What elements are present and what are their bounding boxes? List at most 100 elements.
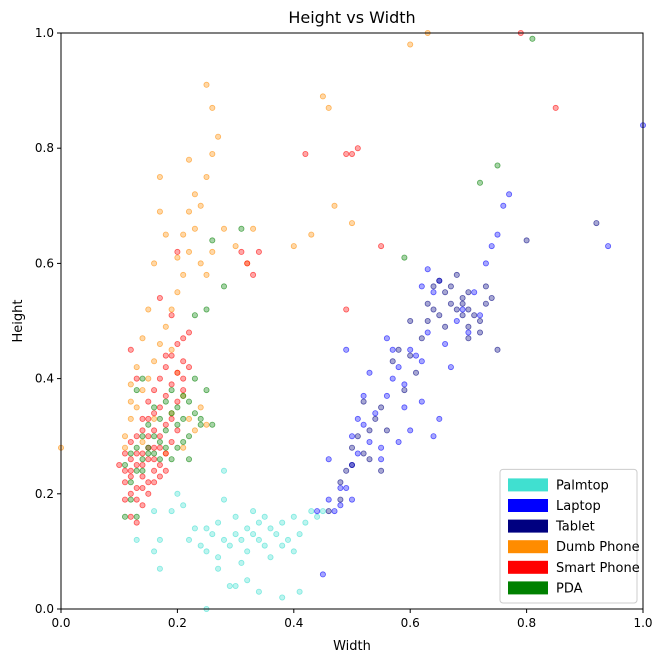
data-point <box>162 421 169 428</box>
data-point <box>139 461 146 468</box>
data-point <box>250 225 257 232</box>
data-point <box>215 519 222 526</box>
data-point <box>203 271 210 278</box>
data-point <box>442 323 449 330</box>
data-point <box>197 202 204 209</box>
data-point <box>191 410 198 417</box>
data-point <box>284 536 291 543</box>
data-point <box>162 444 169 451</box>
data-point <box>337 484 344 491</box>
data-point <box>325 456 332 463</box>
data-point <box>232 531 239 538</box>
legend: Palmtop Laptop Tablet Dumb Phone Smart Phone… <box>499 468 640 604</box>
data-point <box>156 473 163 480</box>
data-point <box>436 312 443 319</box>
data-point <box>197 260 204 267</box>
data-point <box>244 525 251 532</box>
data-point <box>279 519 286 526</box>
data-point <box>174 254 181 261</box>
data-point <box>133 467 140 474</box>
data-point <box>360 398 367 405</box>
data-point <box>151 450 158 457</box>
points-layer <box>58 29 647 613</box>
legend-swatch <box>508 581 548 595</box>
data-point <box>593 220 600 227</box>
data-point <box>209 531 216 538</box>
data-point <box>197 415 204 422</box>
data-point <box>145 450 152 457</box>
data-point <box>156 294 163 301</box>
data-point <box>191 375 198 382</box>
data-point <box>174 421 181 428</box>
data-point <box>127 415 134 422</box>
data-point <box>180 438 187 445</box>
data-point <box>133 450 140 457</box>
data-point <box>162 364 169 371</box>
data-point <box>366 369 373 376</box>
data-point <box>139 467 146 474</box>
data-point <box>122 479 129 486</box>
data-point <box>220 283 227 290</box>
data-point <box>151 508 158 515</box>
legend-label: PDA <box>556 581 583 596</box>
data-point <box>133 375 140 382</box>
data-point <box>203 81 210 88</box>
data-point <box>255 248 262 255</box>
data-point <box>162 323 169 330</box>
data-point <box>290 243 297 250</box>
data-point <box>238 559 245 566</box>
x-tick-label: 0.6 <box>401 616 420 630</box>
data-point <box>348 444 355 451</box>
data-point <box>122 461 129 468</box>
data-point <box>145 398 152 405</box>
x-tick-label: 0.4 <box>284 616 303 630</box>
data-point <box>168 352 175 359</box>
data-point <box>290 548 297 555</box>
data-point <box>418 358 425 365</box>
data-point <box>348 461 355 468</box>
data-point <box>529 35 536 42</box>
data-point <box>122 444 129 451</box>
data-point <box>378 444 385 451</box>
data-point <box>139 415 146 422</box>
data-point <box>215 565 222 572</box>
data-point <box>343 484 350 491</box>
data-point <box>133 461 140 468</box>
data-point <box>197 542 204 549</box>
data-point <box>127 438 134 445</box>
data-point <box>174 404 181 411</box>
data-point <box>459 294 466 301</box>
data-point <box>267 554 274 561</box>
data-point <box>465 335 472 342</box>
data-point <box>203 173 210 180</box>
data-point <box>122 450 129 457</box>
data-point <box>389 346 396 353</box>
data-point <box>238 536 245 543</box>
y-tick-label: 0.4 <box>35 372 54 386</box>
data-point <box>430 306 437 313</box>
data-point <box>185 415 192 422</box>
legend-swatch <box>508 478 548 492</box>
data-point <box>430 289 437 296</box>
data-point <box>139 502 146 509</box>
y-tick-label: 0.2 <box>35 487 54 501</box>
data-point <box>133 513 140 520</box>
data-point <box>122 513 129 520</box>
data-point <box>156 340 163 347</box>
data-point <box>151 358 158 365</box>
data-point <box>197 404 204 411</box>
data-point <box>436 415 443 422</box>
y-tick-label: 1.0 <box>35 26 54 40</box>
data-point <box>453 317 460 324</box>
data-point <box>180 271 187 278</box>
data-point <box>401 404 408 411</box>
legend-swatch <box>508 499 548 512</box>
data-point <box>220 536 227 543</box>
data-point <box>174 248 181 255</box>
data-point <box>127 456 134 463</box>
data-point <box>145 490 152 497</box>
data-point <box>151 444 158 451</box>
data-point <box>314 508 321 515</box>
data-point <box>168 415 175 422</box>
data-point <box>133 496 140 503</box>
